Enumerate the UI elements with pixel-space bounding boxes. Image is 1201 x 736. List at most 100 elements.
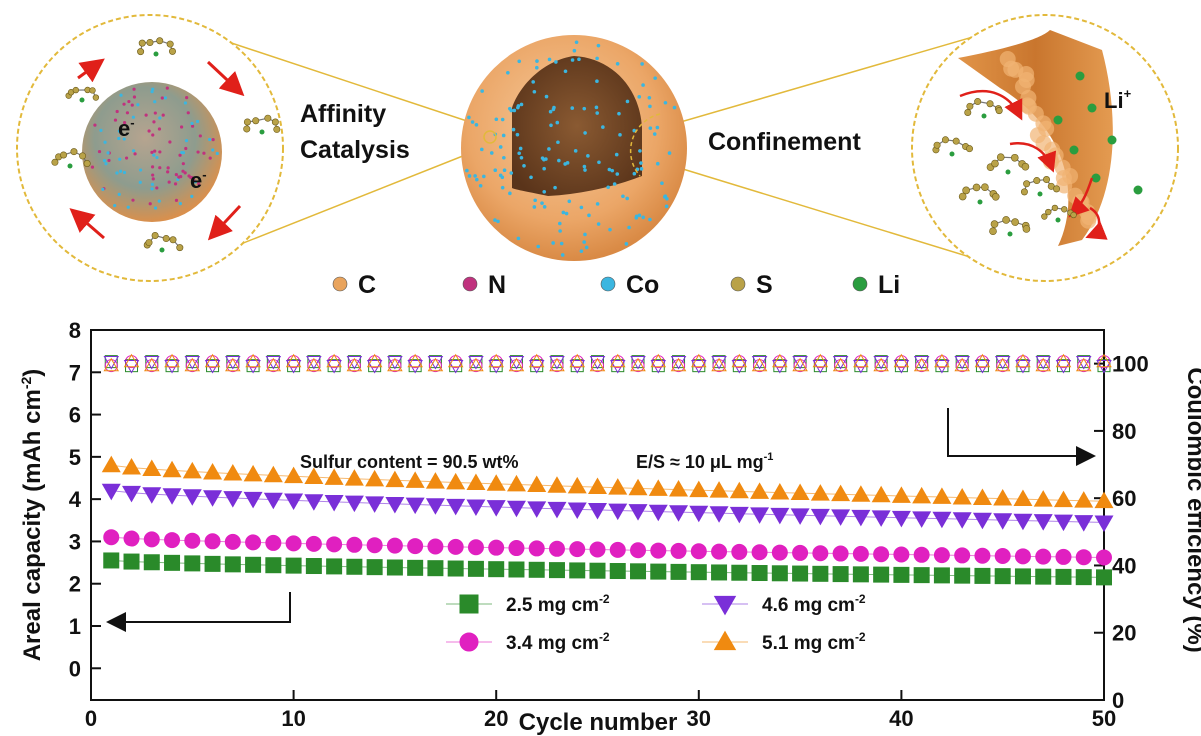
right-axis-title: Coulombic efficiency (%): [1182, 367, 1201, 652]
capacity-point: [123, 530, 140, 547]
capacity-point: [831, 509, 851, 526]
element-legend-label: C: [358, 271, 376, 299]
ce-point: [245, 353, 261, 368]
capacity-point: [326, 558, 343, 575]
ce-point: [1075, 356, 1092, 370]
capacity-point: [385, 470, 405, 488]
right-tick-label: 40: [1112, 553, 1136, 578]
capacity-point: [994, 548, 1011, 565]
capacity-point: [386, 537, 403, 554]
capacity-point: [386, 559, 403, 576]
capacity-point: [628, 478, 648, 496]
capacity-point: [831, 484, 851, 502]
ce-point: [751, 357, 768, 372]
x-tick-label: 30: [687, 706, 711, 731]
capacity-point: [488, 539, 505, 556]
ce-point: [731, 353, 748, 368]
capacity-point: [589, 541, 606, 558]
capacity-point: [751, 544, 768, 561]
ce-point: [366, 353, 383, 368]
capacity-point: [569, 541, 586, 558]
capacity-point: [547, 476, 567, 493]
capacity-point: [689, 480, 709, 498]
capacity-point: [285, 535, 302, 552]
ce-point: [184, 357, 201, 372]
ce-point: [265, 357, 282, 372]
capacity-point: [446, 498, 466, 516]
ce-point: [488, 353, 504, 368]
capacity-point: [711, 564, 728, 581]
areal-capacity-series: [101, 455, 1114, 586]
capacity-point: [1033, 490, 1053, 507]
ce-point: [164, 353, 180, 368]
ce-point: [954, 356, 970, 370]
capacity-point: [750, 507, 770, 524]
right-tick-label: 20: [1112, 621, 1136, 646]
ce-point: [1035, 356, 1051, 370]
capacity-point: [812, 565, 829, 582]
capacity-point: [324, 494, 344, 512]
capacity-point: [223, 463, 243, 481]
left-tick-label: 0: [69, 656, 81, 681]
capacity-point: [547, 501, 567, 519]
ce-point: [994, 357, 1011, 372]
sulfur-content-annotation: Sulfur content = 90.5 wt%: [300, 452, 519, 472]
capacity-point: [1014, 568, 1031, 585]
legend-entry: 3.4 mg cm-2: [446, 630, 610, 654]
right-tick-label: 60: [1112, 486, 1136, 511]
legend-entry: 4.6 mg cm-2: [702, 592, 866, 616]
legend-label: 4.6 mg cm-2: [762, 592, 866, 616]
capacity-point: [1013, 513, 1033, 531]
capacity-point: [527, 475, 547, 493]
capacity-point: [385, 497, 405, 514]
capacity-point: [1033, 514, 1053, 531]
ce-point: [387, 356, 403, 370]
capacity-point: [750, 482, 770, 499]
element-legend-label: N: [488, 271, 506, 299]
li-ion-label: Li+: [1104, 86, 1132, 113]
capacity-point: [952, 487, 972, 505]
ce-point: [670, 356, 687, 370]
capacity-point: [569, 562, 586, 579]
element-legend-label: S: [756, 271, 773, 299]
legend-label: 3.4 mg cm-2: [506, 630, 610, 654]
capacity-series-2.5: [103, 552, 1112, 586]
capacity-point: [709, 481, 729, 498]
ce-point: [913, 356, 930, 370]
capacity-point: [1074, 491, 1094, 508]
capacity-point: [932, 511, 952, 529]
capacity-point: [365, 469, 385, 487]
capacity-point: [731, 543, 748, 560]
capacity-point: [486, 474, 506, 491]
element-legend-dot: [462, 276, 478, 292]
ce-point: [954, 357, 970, 372]
electron-label-2: e-: [190, 167, 207, 193]
ce-point: [103, 357, 120, 372]
ce-point: [285, 353, 302, 368]
plot-frame: [90, 329, 1105, 701]
left-tick-label: 5: [69, 445, 81, 470]
element-legend-item: N: [462, 271, 506, 299]
capacity-series-4.6: [101, 483, 1114, 533]
legend-marker: [713, 630, 737, 651]
capacity-point: [528, 561, 545, 578]
element-legend-dot: [852, 276, 868, 292]
capacity-point: [285, 557, 302, 574]
ce-point: [609, 353, 626, 368]
capacity-point: [1074, 515, 1094, 532]
capacity-point: [1096, 569, 1112, 586]
capacity-point: [243, 464, 263, 482]
ce-point: [1096, 353, 1112, 368]
electron-label-1: e-: [118, 115, 135, 141]
capacity-point: [164, 554, 181, 571]
capacity-point: [142, 459, 162, 477]
catalysis-label: Catalysis: [300, 136, 410, 164]
ce-point: [974, 353, 991, 368]
capacity-point: [224, 533, 241, 550]
capacity-point: [346, 536, 363, 553]
capacity-point: [588, 503, 607, 520]
capacity-point: [407, 559, 424, 576]
element-legend-label: Li: [878, 271, 900, 299]
capacity-point: [933, 547, 950, 564]
capacity-point: [893, 566, 910, 583]
